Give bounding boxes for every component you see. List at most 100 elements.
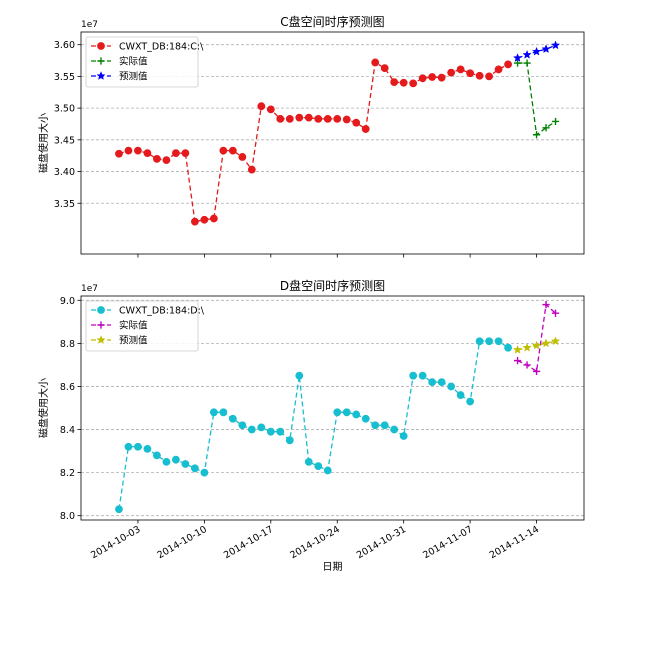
data-point: [228, 146, 237, 155]
data-point: [143, 149, 152, 158]
legend-box: [85, 300, 199, 352]
data-point: [380, 421, 389, 430]
series-3: [512, 40, 561, 62]
data-point: [371, 421, 380, 430]
legend-item: CWXT_DB:184:C:\: [91, 42, 204, 53]
data-point: [115, 505, 123, 514]
data-point: [447, 382, 456, 391]
data-point: [285, 436, 294, 445]
data-point: [466, 69, 475, 78]
y-axis-label: 磁盘使用大小: [37, 378, 50, 438]
data-point: [522, 49, 532, 59]
legend-marker: [96, 71, 106, 80]
data-point: [466, 397, 475, 406]
data-point: [550, 336, 561, 346]
plot-frame: [80, 31, 585, 255]
legend-label: 实际值: [119, 320, 148, 332]
x-tick-label: 2014-10-03: [89, 524, 142, 561]
x-axis-label: 日期: [323, 561, 343, 573]
x-tick-label: 2014-10-24: [288, 524, 341, 561]
data-point: [162, 457, 171, 466]
y-tick-label: 8.0: [60, 511, 75, 522]
series-line: [517, 303, 556, 373]
data-point: [247, 165, 256, 174]
data-point: [523, 361, 531, 369]
series-line: [118, 340, 509, 510]
y-tick-label: 8.6: [60, 382, 75, 393]
series-2: [513, 59, 560, 139]
data-point: [361, 414, 370, 423]
y-tick-label: 3.45: [54, 135, 75, 146]
data-point: [209, 214, 218, 223]
y-tick-label: 3.50: [54, 104, 75, 115]
y-tick-label: 9.0: [60, 296, 75, 307]
legend-marker: [96, 335, 106, 344]
data-point: [428, 73, 437, 81]
series-3: [512, 336, 561, 354]
legend-marker: [97, 57, 105, 65]
data-point: [323, 466, 332, 475]
data-point: [485, 72, 493, 81]
data-point: [380, 64, 389, 73]
data-point: [238, 421, 247, 430]
data-point: [115, 149, 123, 158]
data-point: [124, 146, 133, 155]
data-point: [532, 131, 541, 139]
chart-title: D盘空间时序预测图: [280, 278, 385, 293]
data-point: [181, 149, 190, 158]
data-point: [475, 337, 484, 346]
data-point: [513, 357, 522, 365]
data-point: [456, 391, 465, 399]
data-point: [190, 217, 199, 226]
legend-item: CWXT_DB:184:D:\: [91, 306, 205, 317]
data-point: [342, 115, 351, 124]
data-point: [494, 65, 503, 74]
x-tick-label: 2014-11-14: [488, 524, 541, 561]
data-point: [295, 371, 304, 380]
legend-marker: [97, 42, 105, 50]
data-point: [390, 78, 399, 87]
data-point: [550, 40, 561, 50]
y-offset-label: 1e7: [81, 20, 98, 30]
legend-marker: [97, 306, 105, 314]
data-point: [295, 113, 304, 122]
data-point: [219, 146, 228, 155]
data-point: [162, 156, 171, 165]
legend-marker: [97, 321, 105, 329]
series-2: [513, 301, 560, 375]
data-point: [409, 371, 418, 380]
data-point: [209, 408, 218, 417]
data-point: [238, 153, 247, 161]
data-point: [266, 105, 275, 114]
data-point: [541, 44, 551, 54]
data-point: [134, 146, 142, 155]
data-point: [418, 74, 427, 83]
data-point: [531, 46, 542, 56]
legend-item: 预测值: [91, 71, 148, 83]
legend-item: 预测值: [91, 335, 148, 347]
data-point: [475, 71, 484, 80]
data-point: [399, 78, 408, 87]
y-tick-label: 3.60: [54, 40, 75, 51]
data-point: [143, 445, 152, 453]
data-point: [276, 114, 285, 123]
data-point: [342, 408, 351, 417]
data-point: [485, 337, 493, 346]
data-point: [523, 59, 531, 67]
y-tick-label: 8.8: [60, 339, 75, 350]
data-point: [314, 114, 323, 123]
y-tick-label: 3.35: [54, 199, 75, 210]
data-point: [418, 371, 427, 380]
data-point: [512, 53, 523, 62]
chart-panel-1: 3.35 3.40 3.45 3.50 3.55 3.60 1e7 C盘空间时序预测图磁盘使用…: [37, 14, 585, 258]
data-point: [219, 408, 228, 417]
data-point: [542, 301, 550, 309]
data-point: [399, 432, 408, 440]
y-tick-label: 3.55: [54, 72, 75, 83]
data-point: [522, 342, 532, 352]
data-point: [352, 118, 361, 127]
data-point: [181, 460, 190, 468]
data-point: [551, 117, 560, 126]
